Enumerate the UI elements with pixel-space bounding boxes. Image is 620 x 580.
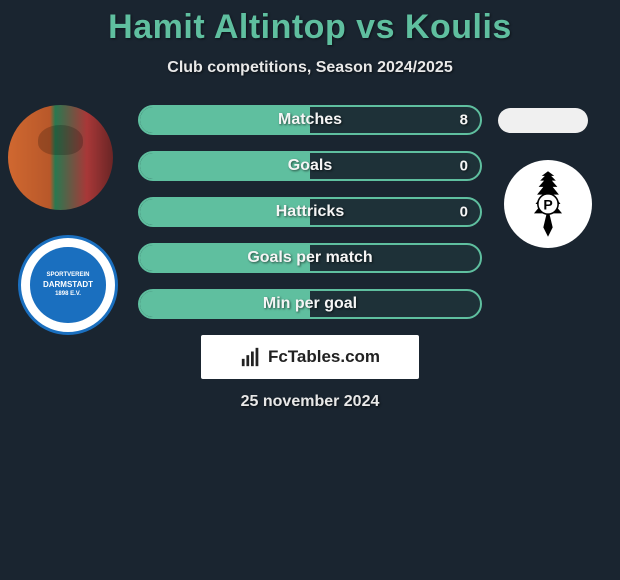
stat-bar: Matches 8	[138, 105, 482, 135]
stat-bar: Hattricks 0	[138, 197, 482, 227]
brand-box[interactable]: FcTables.com	[201, 335, 419, 379]
brand-text: FcTables.com	[268, 347, 380, 367]
stat-bar: Goals per match	[138, 243, 482, 273]
chart-bars-icon	[240, 346, 262, 368]
club-left-text-top: SPORTVEREIN	[46, 272, 89, 279]
player-photo-icon	[8, 105, 113, 210]
stat-label: Hattricks	[276, 203, 344, 221]
club-left-text-bot: 1898 E.V.	[55, 291, 81, 298]
subtitle: Club competitions, Season 2024/2025	[0, 59, 620, 77]
stat-value: 8	[460, 112, 468, 129]
stat-bar: Min per goal	[138, 289, 482, 319]
club-right-badge: P	[504, 160, 592, 248]
stat-value: 0	[460, 204, 468, 221]
stat-bar-fill	[140, 153, 310, 179]
player-right-avatar	[498, 108, 588, 133]
date-text: 25 november 2024	[0, 393, 620, 411]
eagle-icon: P	[509, 165, 587, 243]
club-left-text-mid: DARMSTADT	[43, 281, 93, 290]
page-title: Hamit Altintop vs Koulis	[0, 8, 620, 47]
stat-label: Min per goal	[263, 295, 357, 313]
stats-area: SPORTVEREIN DARMSTADT 1898 E.V. P Matche…	[0, 105, 620, 319]
club-left-badge: SPORTVEREIN DARMSTADT 1898 E.V.	[18, 235, 118, 335]
club-left-badge-inner: SPORTVEREIN DARMSTADT 1898 E.V.	[30, 247, 105, 322]
stat-label: Goals	[288, 157, 332, 175]
stat-label: Goals per match	[247, 249, 372, 267]
stat-bars: Matches 8 Goals 0 Hattricks 0 Goals per …	[138, 105, 482, 319]
stat-bar: Goals 0	[138, 151, 482, 181]
stat-label: Matches	[278, 111, 342, 129]
club-right-letter: P	[543, 196, 552, 212]
stat-value: 0	[460, 158, 468, 175]
player-left-avatar	[8, 105, 113, 210]
